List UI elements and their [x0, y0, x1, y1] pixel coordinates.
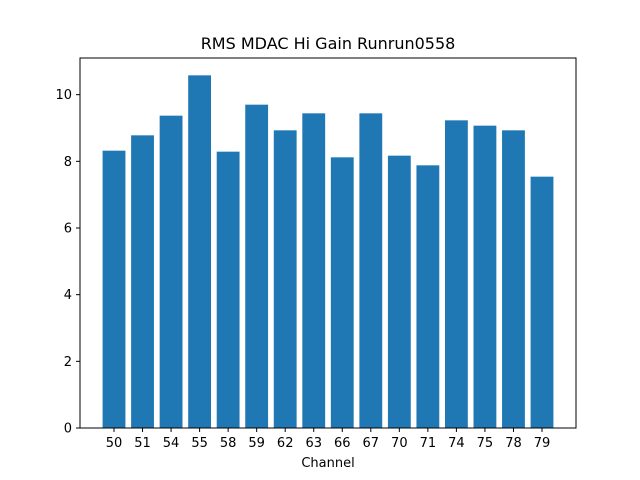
x-tick-label: 75 [477, 436, 494, 451]
bar-70 [387, 155, 411, 429]
x-tick-label: 55 [191, 436, 208, 451]
x-tick-label: 67 [363, 436, 380, 451]
bar-51 [131, 135, 154, 428]
y-axis-ticks: 0 2 4 6 8 10 [55, 88, 80, 437]
bar-62 [273, 130, 297, 428]
x-tick-label: 74 [448, 436, 465, 451]
bars-group [102, 75, 554, 429]
y-tick-label: 8 [64, 155, 72, 170]
bar-66 [330, 157, 354, 428]
bar-71 [416, 165, 440, 428]
bar-78 [502, 130, 525, 428]
bar-55 [188, 75, 212, 428]
y-tick-label: 6 [64, 222, 72, 237]
plot-frame [79, 57, 577, 429]
x-tick-label: 62 [277, 436, 294, 451]
x-tick-label: 58 [220, 436, 237, 451]
x-tick-label: 71 [420, 436, 437, 451]
bar-59 [245, 104, 269, 429]
y-tick-label: 2 [64, 355, 72, 370]
bar-67 [359, 113, 383, 428]
x-tick-label: 70 [391, 436, 408, 451]
y-tick-label: 10 [55, 88, 72, 103]
bar-79 [530, 176, 554, 428]
bar-58 [216, 151, 240, 429]
bar-74 [444, 120, 468, 428]
x-tick-label: 78 [505, 436, 522, 451]
x-tick-label: 51 [134, 436, 151, 451]
x-axis-label: Channel [301, 456, 354, 471]
x-tick-label: 59 [248, 436, 265, 451]
chart-title: RMS MDAC Hi Gain Runrun0558 [201, 34, 456, 53]
y-tick-label: 4 [64, 288, 72, 303]
bar-54 [159, 115, 183, 429]
bar-75 [473, 125, 497, 429]
x-tick-label: 79 [534, 436, 551, 451]
x-axis-ticks: 50 51 54 55 58 59 62 63 66 67 70 71 74 75 78 79 [106, 428, 551, 451]
x-tick-label: 66 [334, 436, 351, 451]
x-tick-label: 63 [305, 436, 322, 451]
bar-63 [302, 113, 326, 428]
y-tick-label: 0 [64, 422, 72, 437]
x-tick-label: 50 [106, 436, 123, 451]
x-tick-label: 54 [163, 436, 180, 451]
bar-50 [102, 150, 126, 429]
